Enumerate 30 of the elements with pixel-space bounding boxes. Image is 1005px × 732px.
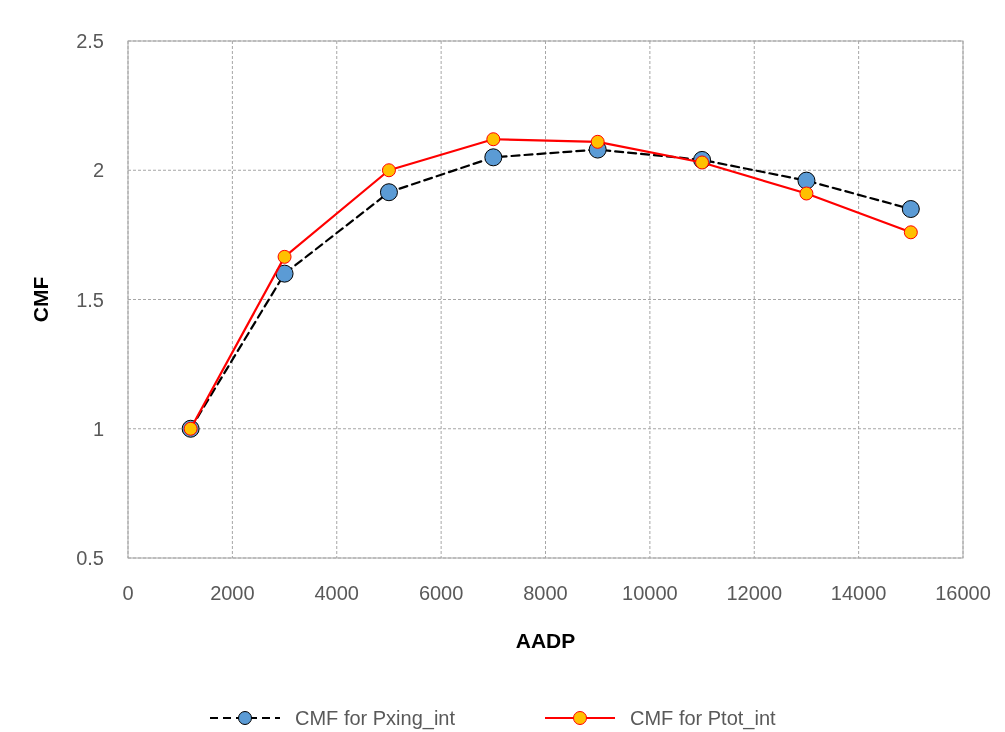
x-axis-title: AADP <box>515 629 576 652</box>
y-tick-label: 1.5 <box>76 288 104 311</box>
legend-label: CMF for Pxing_int <box>295 707 456 730</box>
x-tick-label: 10000 <box>622 582 678 604</box>
point <box>590 134 605 149</box>
point <box>275 264 294 283</box>
point <box>797 171 816 190</box>
x-tick-label: 12000 <box>726 582 783 604</box>
point <box>277 249 292 264</box>
x-tick-label: 16000 <box>935 582 991 604</box>
x-tick-label: 8000 <box>523 582 568 604</box>
y-tick-label: 0.5 <box>76 547 104 569</box>
point <box>695 155 710 170</box>
y-tick-label: 2 <box>92 159 104 182</box>
point <box>903 225 918 240</box>
y-axis-title: CMF <box>29 276 52 323</box>
point <box>486 132 501 147</box>
point <box>799 186 814 201</box>
point <box>484 148 503 167</box>
point <box>381 163 396 178</box>
x-tick-label: 2000 <box>210 582 255 604</box>
y-tick-label: 2.5 <box>76 30 104 52</box>
x-tick-label: 0 <box>122 582 134 604</box>
legend-label: CMF for Ptot_int <box>630 707 777 730</box>
x-tick-label: 4000 <box>314 582 359 604</box>
x-tick-label: 6000 <box>418 582 464 604</box>
x-tick-label: 14000 <box>830 582 887 604</box>
point <box>379 183 398 202</box>
point <box>901 200 920 219</box>
y-tick-label: 1 <box>92 417 104 440</box>
